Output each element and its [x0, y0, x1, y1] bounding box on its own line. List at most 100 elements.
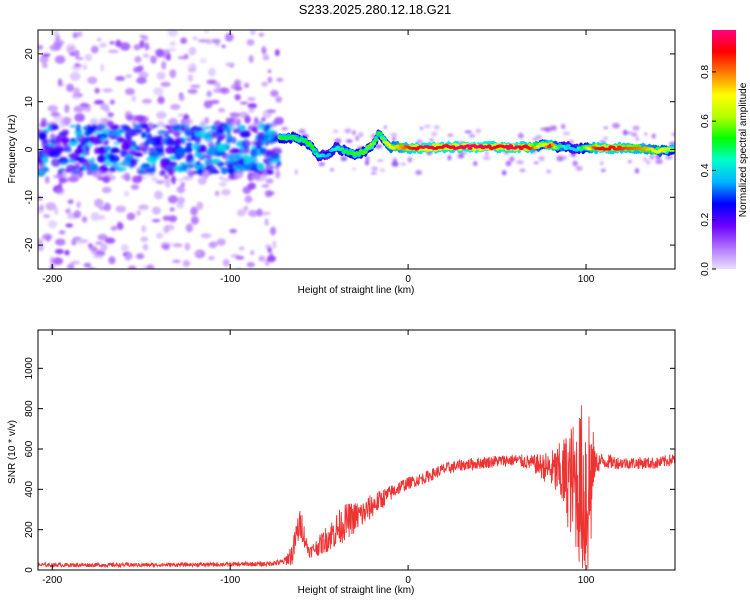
spectrogram-blob: [97, 154, 107, 163]
spectrogram-blob: [74, 113, 85, 122]
spectrogram-blob: [100, 136, 106, 142]
spectrogram-blob: [248, 106, 255, 114]
spectrogram-blob: [74, 239, 84, 245]
spectrogram-blob: [391, 161, 399, 167]
spectrogram-blob: [38, 44, 43, 50]
spectrogram-blob: [69, 72, 81, 81]
spectrogram-blob: [72, 31, 79, 39]
spectrogram-blob: [164, 137, 176, 147]
spectrogram-blob: [129, 149, 138, 156]
spectrogram-blob: [622, 129, 628, 136]
spectrogram-blob: [244, 157, 250, 166]
spectrogram-blob: [125, 88, 135, 96]
y-tick-label: -10: [24, 190, 35, 205]
spectrogram-blob: [562, 131, 571, 136]
spectrogram-blob: [42, 128, 50, 133]
spectrogram-blob: [155, 48, 165, 58]
spectrogram-blob: [109, 41, 115, 45]
spectrogram-blob: [649, 154, 655, 160]
spectrogram-blob: [102, 88, 113, 93]
snr-x-label: Height of straight line (km): [298, 585, 415, 596]
spectrogram-blob: [60, 129, 69, 138]
spectrogram-blob: [364, 160, 370, 166]
spectrogram-blob: [644, 132, 648, 136]
spectrogram-blob: [214, 81, 221, 89]
spectrogram-blob: [54, 55, 66, 64]
spectrogram-blob: [149, 55, 158, 60]
spectrogram-blob: [218, 182, 228, 187]
spectrogram-blob: [272, 240, 277, 249]
spectrogram-blob: [263, 131, 273, 135]
spectrogram-blob: [208, 241, 218, 249]
spectrogram-blob: [482, 156, 491, 160]
spectrogram-blob: [646, 160, 651, 165]
spectrogram-blob: [164, 181, 171, 188]
spectrogram-blob: [603, 126, 608, 129]
spectrogram-blob: [275, 169, 281, 179]
spectrogram-ridge-cell: [563, 146, 569, 150]
spectrogram-blob: [76, 131, 83, 139]
spectrogram-blob: [157, 129, 169, 135]
spectrogram-blob: [242, 186, 252, 195]
spectrogram-blob: [389, 133, 398, 137]
spectrogram-blob: [519, 168, 526, 172]
spectrogram-blob: [41, 139, 49, 149]
spectrogram-blob: [120, 244, 129, 252]
spectrogram-blob: [203, 170, 210, 179]
spectrogram-blob: [80, 103, 92, 109]
spectrogram-blob: [57, 174, 63, 179]
spectrogram-blob: [575, 165, 583, 171]
spectrogram-blob: [572, 160, 578, 167]
spectrogram-blob: [54, 41, 62, 50]
snr-series-line: [38, 405, 675, 569]
spectrogram-blob: [60, 161, 69, 165]
spectrogram-blob: [112, 161, 119, 168]
spectrogram-blob: [250, 250, 255, 256]
spectrogram-blob: [110, 130, 122, 136]
spectrogram-blob: [352, 167, 357, 171]
colorbar-tick-label: 0.2: [700, 212, 711, 226]
spectrogram-blob: [134, 153, 144, 157]
spectrogram-blob: [65, 209, 70, 214]
spectrogram-blob: [165, 146, 177, 155]
spectrogram-blob: [58, 78, 63, 87]
spectrogram-ridge-cell: [326, 152, 332, 156]
spectrogram-blob: [246, 261, 255, 268]
spectrogram-blob: [194, 127, 204, 132]
x-tick-label: -100: [220, 575, 240, 586]
spectrogram-blob: [230, 254, 241, 258]
spectrogram-blob: [268, 159, 278, 165]
spectrogram-blob: [229, 63, 234, 69]
spectrogram-ridge-cell: [377, 131, 383, 135]
spectrogram-blob: [463, 150, 468, 155]
spectrogram-ridge-cell: [339, 147, 345, 151]
spectrogram-blob: [254, 174, 261, 180]
spectrogram-blob: [138, 175, 143, 182]
spectrogram-blob: [198, 167, 203, 175]
spectrogram-blob: [38, 169, 46, 177]
spectrogram-blob: [149, 156, 157, 166]
spectrogram-blob: [40, 120, 46, 128]
y-tick-label: 1000: [24, 357, 35, 380]
spectrogram-blob: [392, 136, 396, 142]
spectrogram-blob: [134, 56, 142, 63]
spectrogram-blob: [93, 99, 105, 105]
spectrogram-ridge-cell: [661, 149, 667, 153]
spectrogram-blob: [419, 127, 424, 130]
spectrogram-blob: [100, 129, 107, 134]
spectrogram-blob: [257, 122, 266, 131]
spectrogram-blob: [184, 132, 196, 136]
spectrogram-blob: [100, 103, 110, 111]
spectrogram-ridge-cell: [362, 150, 368, 154]
spectrogram-blob: [259, 147, 267, 155]
spectrogram-blob: [247, 97, 256, 101]
spectrogram-blob: [200, 233, 212, 239]
spectrogram-blob: [130, 184, 140, 190]
spectrogram-blob: [151, 219, 161, 223]
spectrogram-ridge-cell: [542, 142, 548, 146]
spectrogram-ridge-cell: [309, 145, 315, 149]
spectrogram-blob: [184, 242, 191, 251]
spectrogram-blob: [205, 149, 213, 155]
spectrogram-blob: [664, 155, 673, 160]
spectrogram-blob: [52, 30, 60, 37]
